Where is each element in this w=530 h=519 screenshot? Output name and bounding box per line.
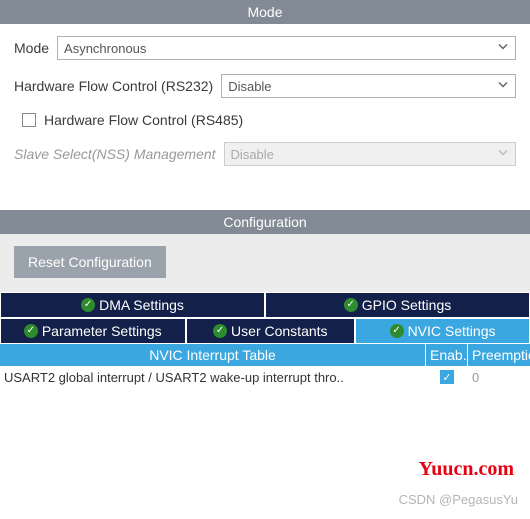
hwflow232-select[interactable]: Disable <box>221 74 516 98</box>
tab-label: DMA Settings <box>99 297 184 313</box>
tab-label: User Constants <box>231 323 327 339</box>
tab-label: GPIO Settings <box>362 297 451 313</box>
th-enabled: Enab... <box>426 344 468 366</box>
check-icon: ✓ <box>344 298 358 312</box>
cell-priority: 0 <box>468 368 530 387</box>
cell-enabled[interactable]: ✓ <box>426 368 468 386</box>
tab-user-constants[interactable]: ✓ User Constants <box>186 318 356 344</box>
hwflow485-row: Hardware Flow Control (RS485) <box>22 112 516 128</box>
config-section: Configuration Reset Configuration ✓ DMA … <box>0 210 530 388</box>
hwflow232-row: Hardware Flow Control (RS232) Disable <box>14 74 516 98</box>
reset-wrap: Reset Configuration <box>0 234 530 292</box>
tab-parameter-settings[interactable]: ✓ Parameter Settings <box>0 318 186 344</box>
mode-row: Mode Asynchronous <box>14 36 516 60</box>
chevron-down-icon <box>497 41 509 56</box>
th-preemption: Preemptio <box>468 344 530 366</box>
tab-label: NVIC Settings <box>408 323 496 339</box>
check-icon: ✓ <box>24 324 38 338</box>
check-icon: ✓ <box>213 324 227 338</box>
watermark-brand: Yuucn.com <box>419 458 514 481</box>
tab-label: Parameter Settings <box>42 323 162 339</box>
config-tabs: ✓ DMA Settings ✓ GPIO Settings ✓ Paramet… <box>0 292 530 344</box>
check-icon: ✓ <box>390 324 404 338</box>
chevron-down-icon <box>497 147 509 162</box>
reset-configuration-button[interactable]: Reset Configuration <box>14 246 166 278</box>
mode-label: Mode <box>14 40 49 56</box>
nss-select-value: Disable <box>231 147 274 162</box>
chevron-down-icon <box>497 79 509 94</box>
check-icon: ✓ <box>81 298 95 312</box>
cell-interrupt-name: USART2 global interrupt / USART2 wake-up… <box>0 368 426 387</box>
tab-gpio-settings[interactable]: ✓ GPIO Settings <box>265 292 530 318</box>
tab-dma-settings[interactable]: ✓ DMA Settings <box>0 292 265 318</box>
hwflow232-label: Hardware Flow Control (RS232) <box>14 78 213 94</box>
nvic-table-header: NVIC Interrupt Table Enab... Preemptio <box>0 344 530 366</box>
mode-select-value: Asynchronous <box>64 41 146 56</box>
nss-select: Disable <box>224 142 516 166</box>
config-header: Configuration <box>0 210 530 234</box>
hwflow485-label: Hardware Flow Control (RS485) <box>44 112 243 128</box>
watermark-credit: CSDN @PegasusYu <box>399 492 518 507</box>
nss-row: Slave Select(NSS) Management Disable <box>14 142 516 166</box>
mode-header: Mode <box>0 0 530 24</box>
tab-nvic-settings[interactable]: ✓ NVIC Settings <box>355 318 530 344</box>
mode-select[interactable]: Asynchronous <box>57 36 516 60</box>
th-interrupt-table: NVIC Interrupt Table <box>0 344 426 366</box>
checkbox-checked-icon[interactable]: ✓ <box>440 370 454 384</box>
table-row[interactable]: USART2 global interrupt / USART2 wake-up… <box>0 366 530 388</box>
mode-panel: Mode Asynchronous Hardware Flow Control … <box>0 24 530 204</box>
nss-label: Slave Select(NSS) Management <box>14 146 216 162</box>
hwflow232-select-value: Disable <box>228 79 271 94</box>
hwflow485-checkbox[interactable] <box>22 113 36 127</box>
